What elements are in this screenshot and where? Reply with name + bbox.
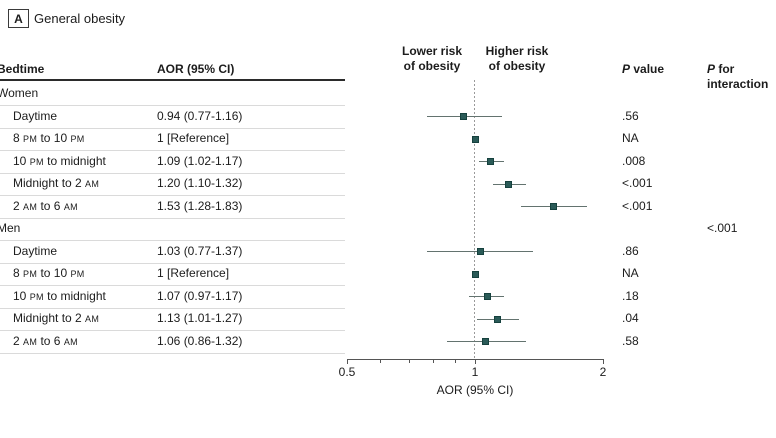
small-caps-ampm: AM [63,336,78,347]
small-caps-ampm: AM [23,201,38,212]
small-caps-ampm: AM [63,201,78,212]
row-p-value: .18 [622,288,639,303]
p-italic: P [622,62,631,76]
x-axis-tick-label: 2 [599,365,607,379]
small-caps-ampm: PM [70,269,85,279]
row-aor-value: 1.13 (1.01-1.27) [157,311,243,325]
point-estimate-marker [482,338,490,345]
row-separator [0,285,345,287]
row-p-value: .86 [622,243,639,258]
x-axis-minor-tick [433,359,435,363]
row-label: 2 AM to 6 AM [13,333,78,348]
row-separator [0,105,345,107]
row-separator [0,330,345,332]
small-caps-ampm: AM [85,314,100,324]
small-caps-ampm: PM [70,134,85,144]
column-header-p-interaction-line1: P for [707,62,735,76]
lower-risk-label-line2: of obesity [403,59,461,73]
row-separator [0,127,345,129]
point-estimate-marker [476,248,484,255]
x-axis-major-tick [346,359,348,364]
row-aor-value: 1.07 (0.97-1.17) [157,288,243,303]
small-caps-ampm: PM [29,291,44,302]
p-italic: P [707,62,716,76]
row-aor-value: 1.06 (0.86-1.32) [157,333,243,348]
row-p-value: NA [622,131,639,145]
point-estimate-marker [460,113,468,120]
row-aor-value: 1.09 (1.02-1.17) [157,153,243,168]
row-separator [0,262,345,264]
row-label: Daytime [13,108,58,123]
column-header-p-value: P value [622,62,665,76]
point-estimate-marker [483,293,491,300]
row-separator [0,240,345,242]
x-axis-minor-tick [455,359,457,363]
small-caps-ampm: PM [23,269,38,279]
row-label: 10 PM to midnight [13,288,106,303]
point-estimate-marker [487,158,495,165]
point-estimate-marker [494,315,502,323]
row-aor-value: 1.53 (1.28-1.83) [157,198,243,213]
point-estimate-marker [471,270,479,278]
higher-risk-label-line2: of obesity [488,59,546,73]
row-p-value: .56 [622,108,639,123]
panel-label: A [8,9,29,28]
row-label: Midnight to 2 AM [13,176,100,190]
row-p-value: .04 [622,311,639,325]
higher-risk-label-line1: Higher risk [485,44,549,58]
row-p-value: NA [622,266,639,280]
small-caps-ampm: AM [85,179,100,189]
row-separator [0,172,345,174]
row-p-value: .008 [622,153,646,168]
row-label: 8 PM to 10 PM [13,131,85,145]
row-label: 8 PM to 10 PM [13,266,85,280]
table-header-rule [0,79,345,81]
row-aor-value: 1 [Reference] [157,131,230,145]
x-axis-major-tick [602,359,604,364]
lower-risk-label-line1: Lower risk [401,44,463,58]
small-caps-ampm: PM [29,156,44,167]
column-header-bedtime: Bedtime [0,62,45,76]
p-interaction-value: <.001 [707,221,738,235]
column-header-p-interaction-line2: interaction [707,77,769,91]
x-axis-tick-label: 0.5 [338,365,356,379]
panel-title: General obesity [34,11,126,26]
small-caps-ampm: PM [23,134,38,144]
row-aor-value: 1.20 (1.10-1.32) [157,176,243,190]
row-p-value: <.001 [622,176,653,190]
small-caps-ampm: AM [23,336,38,347]
x-axis-major-tick [474,359,476,364]
row-aor-value: 1 [Reference] [157,266,230,280]
group-label: Women [0,86,39,100]
row-aor-value: 0.94 (0.77-1.16) [157,108,243,123]
row-label: 10 PM to midnight [13,153,106,168]
row-separator [0,150,345,152]
row-label: Midnight to 2 AM [13,311,100,325]
column-header-aor: AOR (95% CI) [157,62,235,76]
row-separator [0,195,345,197]
point-estimate-marker [550,203,558,210]
row-separator [0,217,345,219]
row-aor-value: 1.03 (0.77-1.37) [157,243,243,258]
row-label: Daytime [13,243,58,258]
point-estimate-marker [471,135,479,143]
row-p-value: <.001 [622,198,653,213]
x-axis-label: AOR (95% CI) [436,383,514,397]
row-separator [0,307,345,309]
row-separator [0,352,345,354]
x-axis-tick-label: 1 [471,365,479,379]
x-axis-minor-tick [408,359,410,363]
x-axis-minor-tick [380,359,382,363]
row-label: 2 AM to 6 AM [13,198,78,213]
reference-line [474,80,475,359]
row-p-value: .58 [622,333,639,348]
point-estimate-marker [505,180,513,188]
group-label: Men [0,221,21,235]
x-axis-line [347,359,604,360]
